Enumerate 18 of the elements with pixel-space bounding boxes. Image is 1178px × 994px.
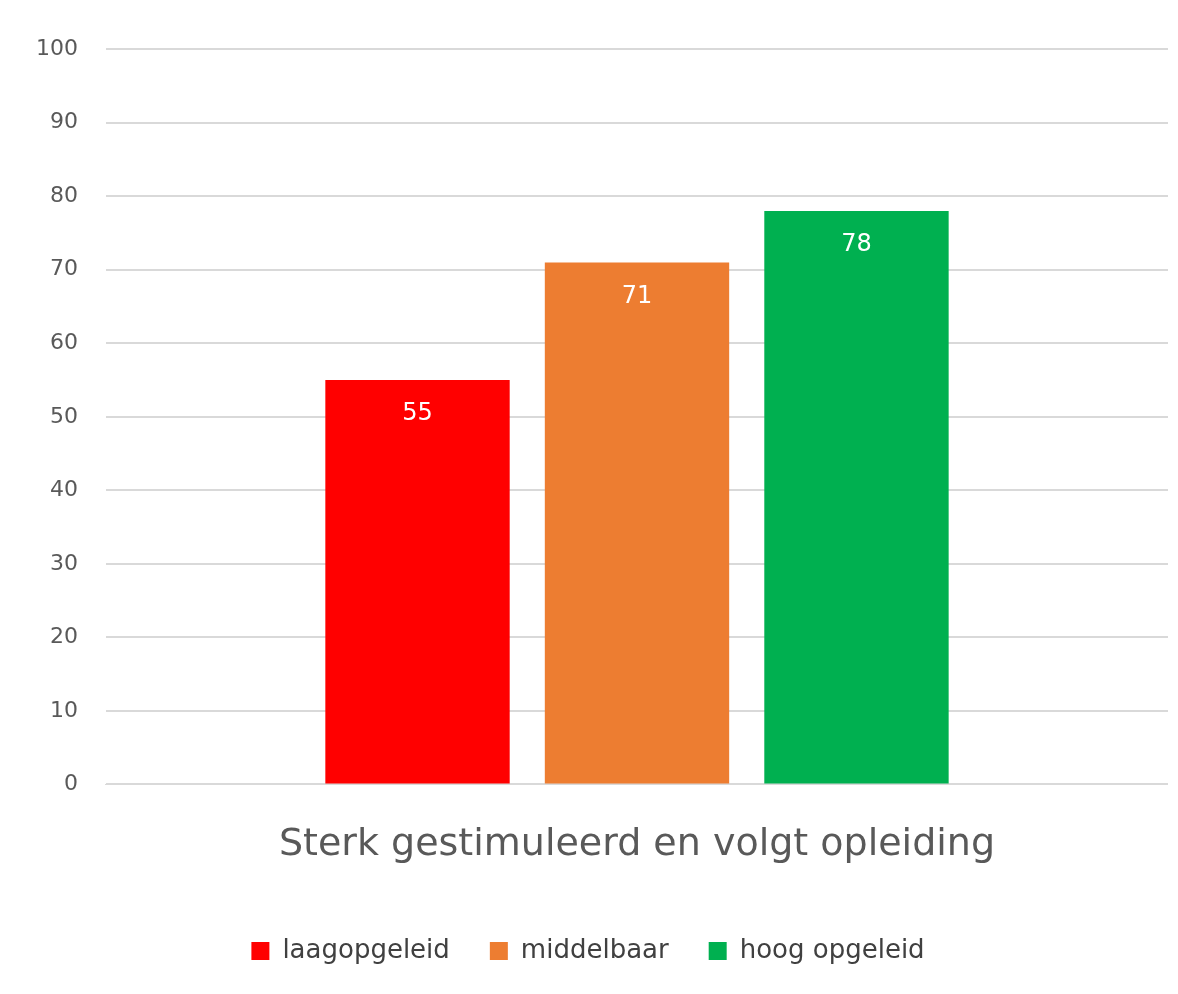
x-tick-label: Sterk gestimuleerd en volgt opleiding <box>278 820 996 865</box>
legend-label: laagopgeleid <box>282 933 450 964</box>
y-tick-label: 20 <box>49 623 78 649</box>
y-tick-label: 80 <box>49 181 78 207</box>
legend-label: middelbaar <box>520 933 669 964</box>
y-tick-label: 10 <box>49 696 78 722</box>
y-tick-label: 90 <box>49 108 78 134</box>
y-tick-label: 30 <box>49 549 78 575</box>
y-tick-label: 50 <box>49 402 78 428</box>
data-label: 78 <box>841 229 872 258</box>
legend-label: hoog opgeleid <box>739 933 925 964</box>
y-tick-label: 70 <box>49 255 78 281</box>
y-tick-label: 40 <box>49 476 78 502</box>
y-tick-label: 60 <box>49 329 78 354</box>
data-label: 71 <box>621 280 653 309</box>
y-tick-label: 0 <box>63 770 78 796</box>
y-tick-label: 100 <box>35 34 78 60</box>
data-label: 55 <box>402 398 433 427</box>
